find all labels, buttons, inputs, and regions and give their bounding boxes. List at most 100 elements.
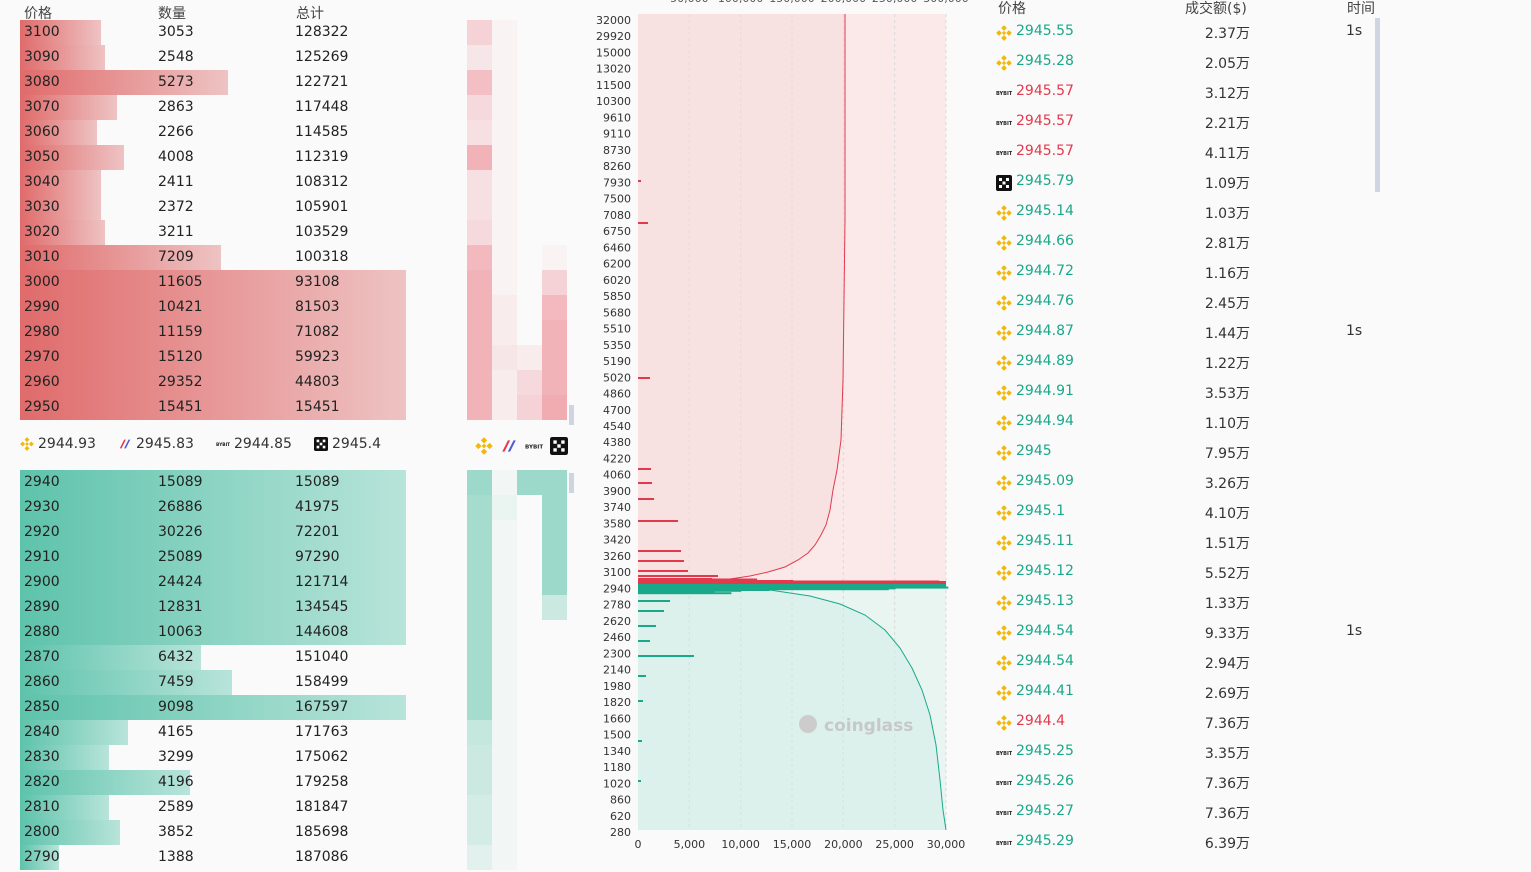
ask-row[interactable]: 3100 3053 128322	[20, 20, 406, 45]
bid-row[interactable]: 2840 4165 171763	[20, 720, 406, 745]
exchange-price-item[interactable]: 2944.93	[20, 436, 96, 452]
trade-row[interactable]: 2944.94 1.10万	[996, 411, 1396, 435]
ask-row[interactable]: 3090 2548 125269	[20, 45, 406, 70]
bid-row[interactable]: 2830 3299 175062	[20, 745, 406, 770]
ask-row[interactable]: 2990 10421 81503	[20, 295, 406, 320]
trade-row[interactable]: 2944.41 2.69万	[996, 681, 1396, 705]
bid-level-bar	[638, 740, 642, 742]
ask-row[interactable]: 2970 15120 59923	[20, 345, 406, 370]
trade-row[interactable]: BYBIT 2945.29 6.39万	[996, 831, 1396, 855]
ask-row[interactable]: 3000 11605 93108	[20, 270, 406, 295]
ask-row[interactable]: 3030 2372 105901	[20, 195, 406, 220]
ask-row[interactable]: 3010 7209 100318	[20, 245, 406, 270]
bid-row[interactable]: 2940 15089 15089	[20, 470, 406, 495]
exchange-price-item[interactable]: BYBIT 2944.85	[216, 436, 292, 452]
exchange-price-item[interactable]: 2945.4	[314, 436, 381, 452]
ask-row[interactable]: 3060 2266 114585	[20, 120, 406, 145]
bid-depth-bar	[20, 645, 202, 670]
trade-row[interactable]: 2944.54 9.33万 1s	[996, 621, 1396, 645]
bid-row[interactable]: 2790 1388 187086	[20, 845, 406, 870]
bid-best-bar	[638, 584, 946, 587]
trade-row[interactable]: 2944.72 1.16万	[996, 261, 1396, 285]
trade-row[interactable]: 2945.12 5.52万	[996, 561, 1396, 585]
trades-scrollbar[interactable]	[1375, 18, 1380, 192]
ask-row[interactable]: 3070 2863 117448	[20, 95, 406, 120]
bid-qty: 12831	[158, 599, 203, 615]
trade-row[interactable]: 2945.11 1.51万	[996, 531, 1396, 555]
bid-row[interactable]: 2870 6432 151040	[20, 645, 406, 670]
ask-row[interactable]: 2960 29352 44803	[20, 370, 406, 395]
binance-icon	[996, 355, 1012, 371]
bid-total: 144608	[295, 624, 349, 640]
bid-row[interactable]: 2920 30226 72201	[20, 520, 406, 545]
heatmap-cell	[492, 395, 517, 420]
ask-level-bar	[638, 570, 688, 572]
trade-row[interactable]: 2944.91 3.53万	[996, 381, 1396, 405]
ask-price: 3020	[24, 224, 60, 240]
bid-depth-bar	[20, 495, 406, 520]
trade-row[interactable]: 2945.09 3.26万	[996, 471, 1396, 495]
ask-row[interactable]: 3080 5273 122721	[20, 70, 406, 95]
bid-row[interactable]: 2910 25089 97290	[20, 545, 406, 570]
trade-price: 2945.57	[1016, 143, 1074, 159]
trade-row[interactable]: 2944.76 2.45万	[996, 291, 1396, 315]
trade-amount: 1.51万	[1204, 536, 1250, 552]
trade-row[interactable]: 2945.13 1.33万	[996, 591, 1396, 615]
top-axis-label: 200,000	[821, 0, 867, 5]
trade-row[interactable]: 2944.89 1.22万	[996, 351, 1396, 375]
heatmap-scroll-marker[interactable]	[569, 405, 574, 425]
trade-row[interactable]: 2945.79 1.09万	[996, 171, 1396, 195]
bid-row[interactable]: 2860 7459 158499	[20, 670, 406, 695]
trade-row[interactable]: 2945.55 2.37万 1s	[996, 21, 1396, 45]
price-axis-label: 6020	[603, 274, 631, 287]
price-axis-label: 1020	[603, 777, 631, 790]
trade-price: 2945.25	[1016, 743, 1074, 759]
bid-row[interactable]: 2810 2589 181847	[20, 795, 406, 820]
trade-row[interactable]: BYBIT 2945.25 3.35万	[996, 741, 1396, 765]
trade-row[interactable]: 2945.14 1.03万	[996, 201, 1396, 225]
trade-row[interactable]: BYBIT 2945.57 3.12万	[996, 81, 1396, 105]
price-axis-label: 620	[610, 810, 631, 823]
trade-row[interactable]: 2944.54 2.94万	[996, 651, 1396, 675]
heatmap-cell	[467, 470, 492, 495]
bid-row[interactable]: 2820 4196 179258	[20, 770, 406, 795]
depth-chart[interactable]: 50,000 100,000 150,000 200,000 250,000 300,00…	[590, 0, 980, 872]
bid-row[interactable]: 2930 26886 41975	[20, 495, 406, 520]
bid-row[interactable]: 2800 3852 185698	[20, 820, 406, 845]
bid-depth-bar	[20, 795, 109, 820]
bid-price: 2920	[24, 524, 60, 540]
trade-row[interactable]: 2944.87 1.44万 1s	[996, 321, 1396, 345]
heatmap-cell	[542, 245, 567, 270]
exchange-price-item[interactable]: 2945.83	[118, 436, 194, 452]
trade-row[interactable]: BYBIT 2945.26 7.36万	[996, 771, 1396, 795]
trade-row[interactable]: 2945.28 2.05万	[996, 51, 1396, 75]
price-axis-label: 5350	[603, 339, 631, 352]
heatmap-scroll-marker[interactable]	[569, 473, 574, 493]
trade-row[interactable]: BYBIT 2945.57 2.21万	[996, 111, 1396, 135]
price-axis-label: 1340	[603, 745, 631, 758]
trade-row[interactable]: 2944.66 2.81万	[996, 231, 1396, 255]
trade-amount: 7.36万	[1204, 716, 1250, 732]
bid-price: 2900	[24, 574, 60, 590]
heatmap-cell	[492, 20, 517, 45]
trade-row[interactable]: 2945.1 4.10万	[996, 501, 1396, 525]
trade-row[interactable]: 2945 7.95万	[996, 441, 1396, 465]
binance-icon	[996, 595, 1012, 611]
trade-time: 1s	[1346, 23, 1363, 39]
heatmap-cell	[467, 395, 492, 420]
bid-row[interactable]: 2890 12831 134545	[20, 595, 406, 620]
heatmap-cell	[492, 545, 517, 570]
ask-total: 122721	[295, 74, 349, 90]
ask-row[interactable]: 2950 15451 15451	[20, 395, 406, 420]
trade-row[interactable]: BYBIT 2945.57 4.11万	[996, 141, 1396, 165]
bid-row[interactable]: 2900 24424 121714	[20, 570, 406, 595]
ask-row[interactable]: 2980 11159 71082	[20, 320, 406, 345]
bid-row[interactable]: 2880 10063 144608	[20, 620, 406, 645]
ask-row[interactable]: 3040 2411 108312	[20, 170, 406, 195]
price-axis-label: 7500	[603, 193, 631, 206]
trade-row[interactable]: 2944.4 7.36万	[996, 711, 1396, 735]
bid-row[interactable]: 2850 9098 167597	[20, 695, 406, 720]
ask-row[interactable]: 3050 4008 112319	[20, 145, 406, 170]
ask-row[interactable]: 3020 3211 103529	[20, 220, 406, 245]
trade-row[interactable]: BYBIT 2945.27 7.36万	[996, 801, 1396, 825]
